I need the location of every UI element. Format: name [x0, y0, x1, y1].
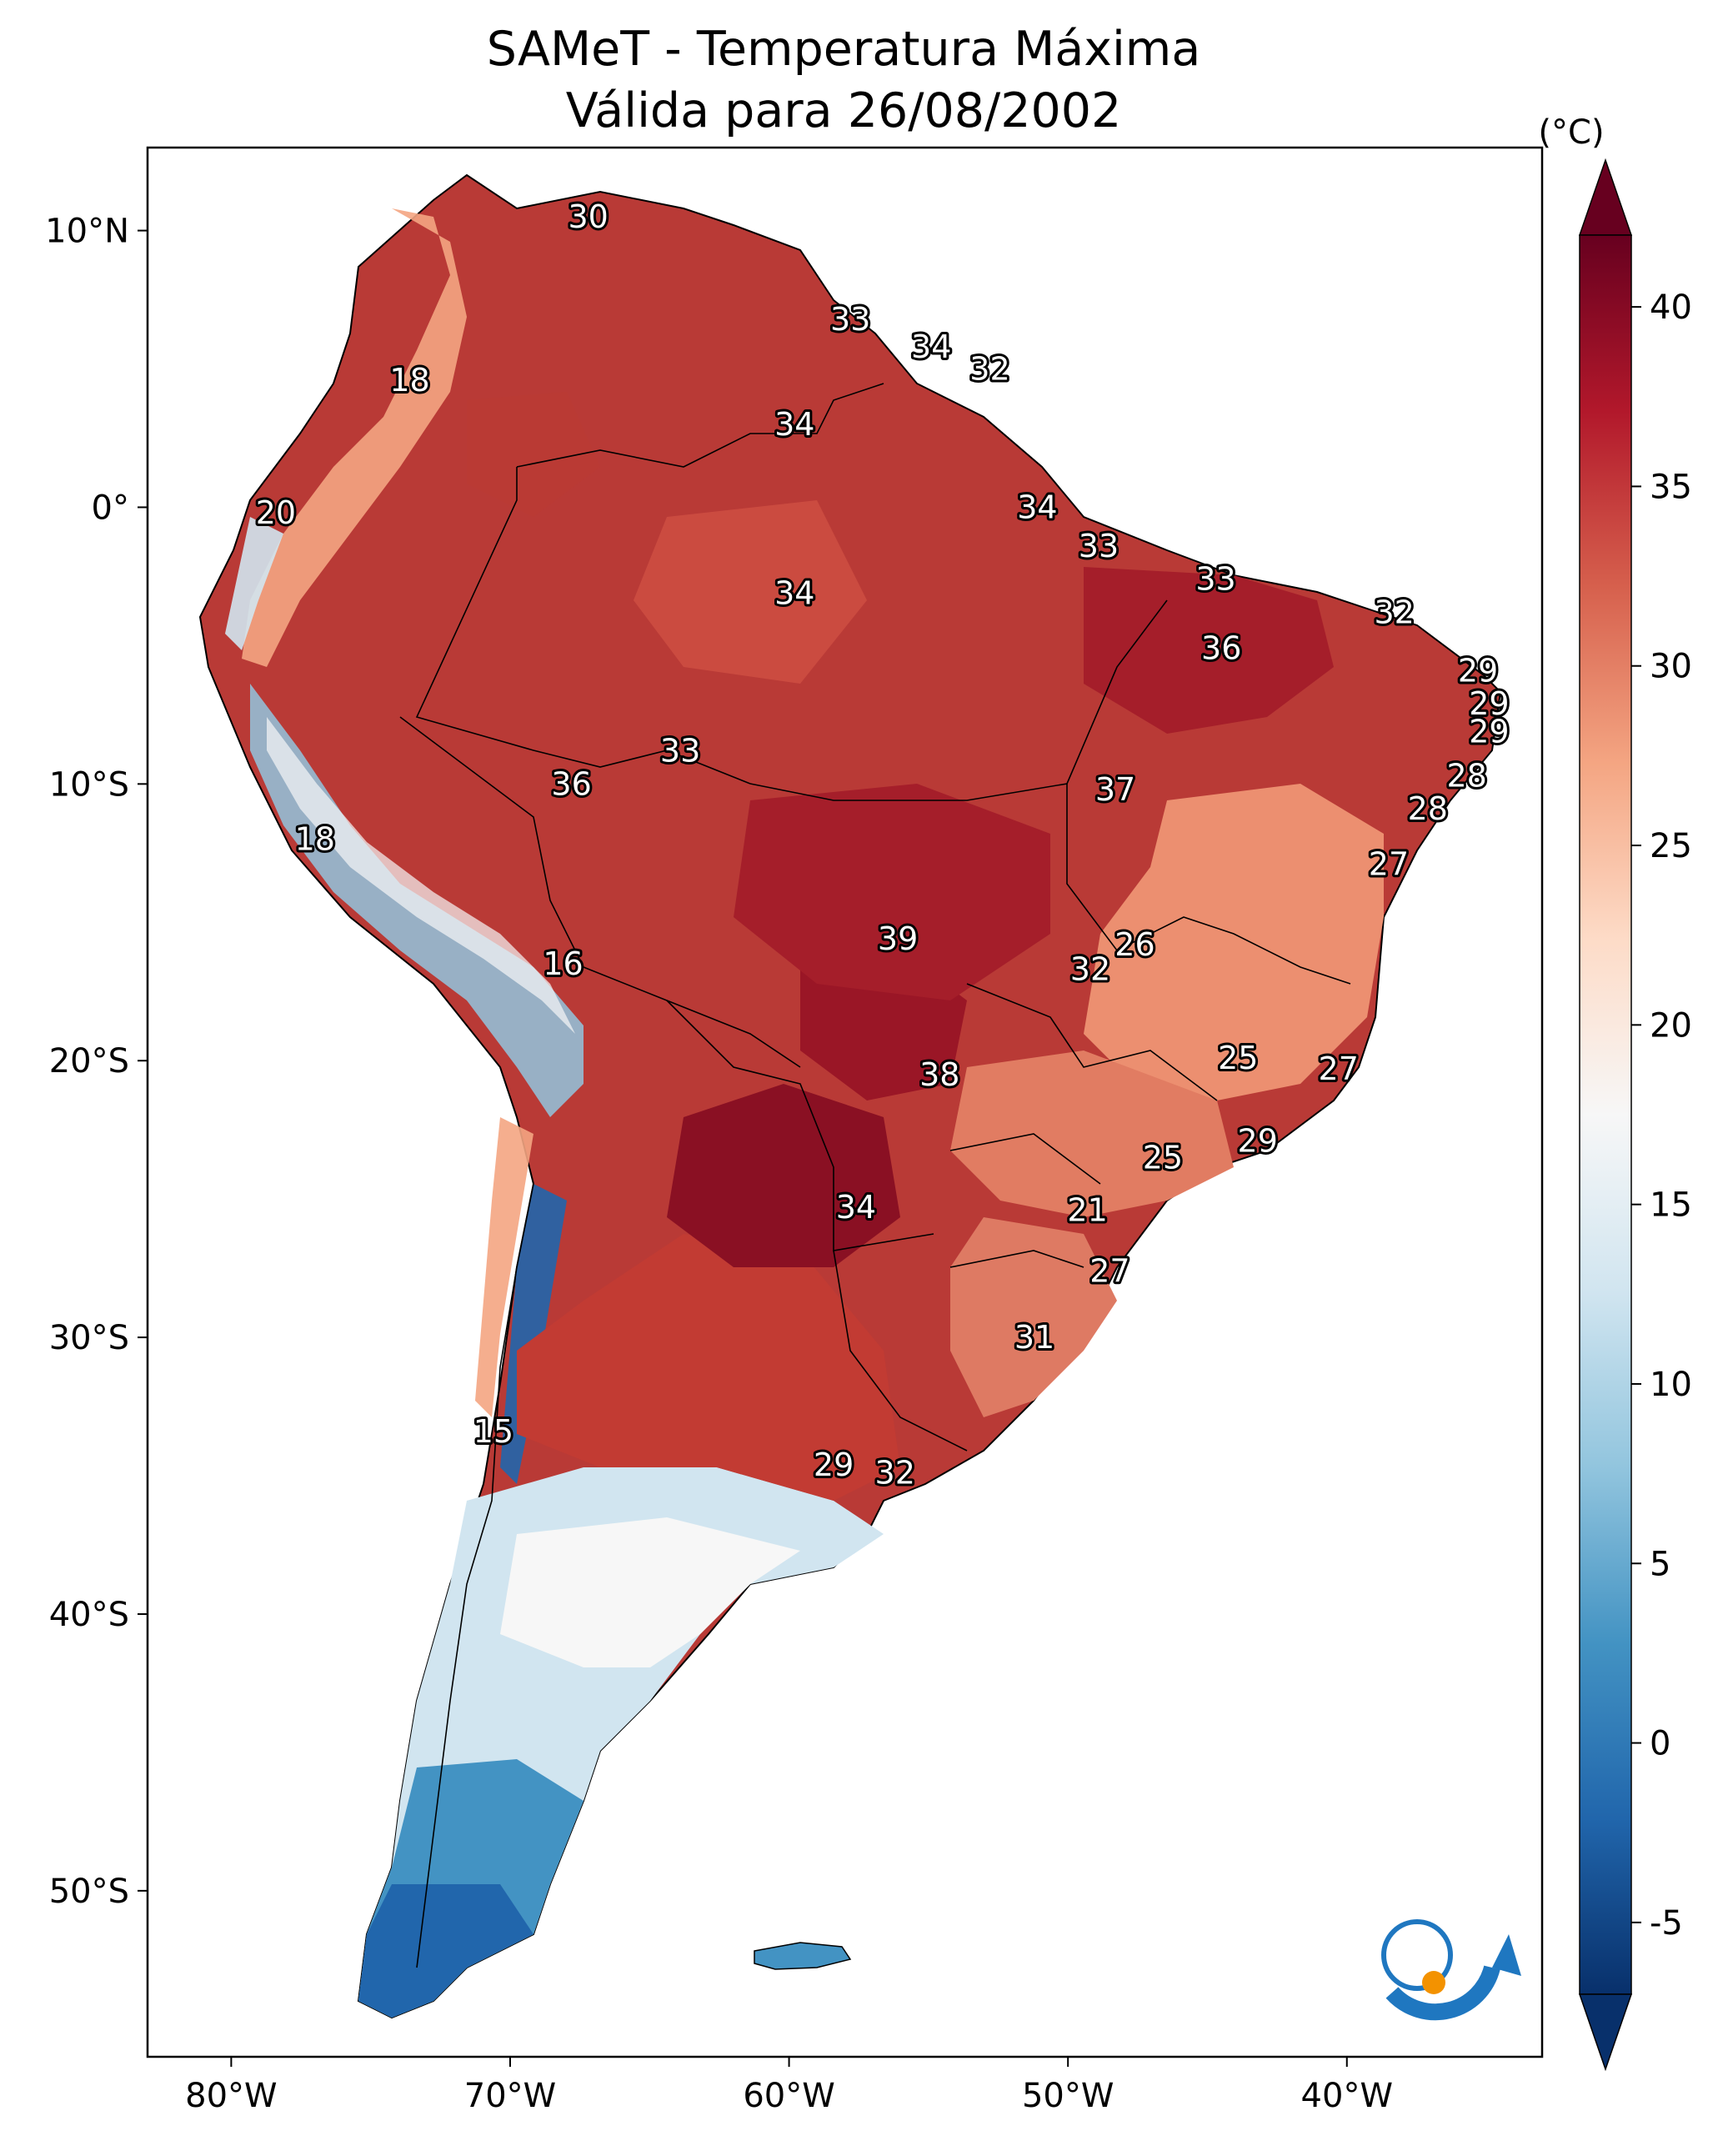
lat-tick-label: 0°	[92, 489, 129, 527]
city-temperature-label: 33	[830, 301, 870, 338]
colorbar-tick-label: 35	[1650, 468, 1692, 506]
city-temperature-label: 39	[878, 920, 918, 957]
lat-tick-label: 10°N	[45, 213, 129, 251]
city-temperature-label: 28	[1408, 790, 1448, 827]
city-temperature-label: 29	[814, 1447, 854, 1483]
city-temperature-label: 27	[1369, 846, 1409, 883]
city-temperature-label: 26	[1114, 926, 1155, 963]
city-temperature-label: 34	[836, 1189, 876, 1226]
country-borders	[399, 383, 1351, 1968]
city-temperature-label: 34	[774, 574, 814, 611]
city-temperature-label: 29	[1469, 685, 1509, 722]
lon-tick-label: 80°W	[185, 2077, 277, 2115]
lon-tick-label: 60°W	[743, 2077, 834, 2115]
colorbar-extend-max	[1578, 158, 1633, 236]
city-temperature-label: 29	[1458, 652, 1498, 689]
colorbar-ticks: 40 35 30 25 20 15 10 5 0 -5	[1631, 288, 1692, 1943]
colorbar-tick-label: 10	[1650, 1366, 1692, 1404]
map-frame	[146, 146, 1544, 2058]
colorbar-tick-label: 25	[1650, 827, 1692, 865]
map-title-line1: SAMeT - Temperatura Máxima	[487, 22, 1201, 77]
city-temperature-label: 34	[1017, 489, 1057, 525]
city-temperature-label: 27	[1319, 1050, 1359, 1087]
city-temperature-label: 25	[1218, 1040, 1258, 1076]
city-temperature-label: 33	[1079, 528, 1119, 564]
city-temperature-label: 36	[551, 765, 591, 802]
lat-tick-label: 40°S	[49, 1596, 129, 1634]
colorbar-unit: (°C)	[1538, 113, 1604, 152]
lat-tick-label: 30°S	[49, 1319, 129, 1357]
city-temperature-label: 36	[1201, 630, 1241, 667]
lon-tick-label: 50°W	[1022, 2077, 1114, 2115]
colorbar-tick-label: 40	[1650, 288, 1692, 327]
city-temperature-label: 16	[543, 945, 583, 982]
city-temperature-label: 34	[774, 406, 814, 443]
city-temperature-label: 34	[911, 328, 951, 365]
city-temperature-label: 18	[295, 821, 335, 858]
city-temperature-label: 32	[969, 351, 1009, 388]
lon-tick-label: 70°W	[464, 2077, 556, 2115]
colorbar-tick-label: 5	[1650, 1545, 1670, 1583]
map-title-line2: Válida para 26/08/2002	[566, 83, 1122, 138]
city-temperature-label: 28	[1446, 757, 1486, 794]
colorbar-extend-min	[1578, 1993, 1633, 2072]
city-temperature-label: 33	[660, 733, 700, 770]
city-temperature-label: 38	[919, 1056, 959, 1093]
inpe-logo	[1381, 1919, 1521, 2021]
colorbar-tick-label: 20	[1650, 1006, 1692, 1045]
latitude-ticks: 10°N 0° 10°S 20°S 30°S 40°S 50°S	[45, 213, 148, 1911]
city-temperature-label: 32	[875, 1455, 915, 1492]
city-temperature-label: 31	[1014, 1319, 1054, 1356]
city-temperature-label: 15	[473, 1413, 513, 1450]
temperature-field	[225, 208, 1384, 2018]
city-temperature-label: 29	[1238, 1122, 1278, 1159]
city-temperature-label: 29	[1469, 713, 1509, 750]
lat-tick-label: 50°S	[49, 1873, 129, 1911]
colorbar-tick-label: 30	[1650, 648, 1692, 686]
city-temperature-label: 33	[1195, 561, 1235, 598]
colorbar-tick-label: 0	[1650, 1725, 1670, 1763]
city-temperature-label: 32	[1374, 594, 1414, 631]
city-temperature-label: 25	[1143, 1139, 1183, 1176]
city-temperature-label: 18	[389, 362, 429, 399]
colorbar-gradient	[1579, 234, 1632, 1995]
city-temperature-label: 20	[256, 494, 296, 531]
city-temperature-label: 21	[1067, 1191, 1107, 1228]
city-temperature-label: 30	[568, 198, 608, 235]
city-temperature-label: 27	[1089, 1252, 1129, 1289]
colorbar-tick-label: -5	[1650, 1904, 1683, 1943]
lat-tick-label: 20°S	[49, 1042, 129, 1081]
longitude-ticks: 80°W 70°W 60°W 50°W 40°W	[185, 2057, 1393, 2115]
colorbar-tick-label: 15	[1650, 1186, 1692, 1225]
colorbar: 40 35 30 25 20 15 10 5 0 -5 (°C)	[1538, 113, 1692, 2072]
lat-tick-label: 10°S	[49, 765, 129, 804]
city-temperature-label: 32	[1070, 951, 1110, 988]
city-temperature-label: 37	[1095, 771, 1135, 808]
falkland-islands	[754, 1942, 852, 1970]
lon-tick-label: 40°W	[1301, 2077, 1393, 2115]
